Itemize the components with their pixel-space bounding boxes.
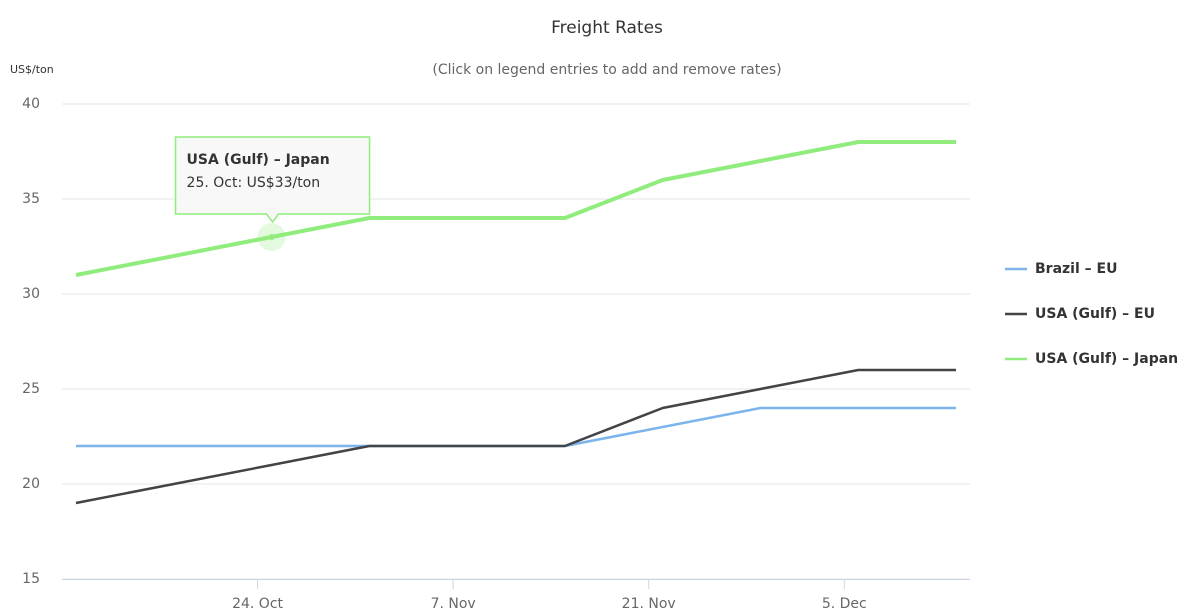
y-tick-label: 30 (22, 286, 40, 302)
x-tick-label: 21. Nov (622, 596, 676, 612)
line-series (75, 140, 957, 277)
x-tick-label: 5. Dec (822, 596, 867, 612)
y-tick-label: 20 (22, 476, 40, 492)
x-tick-label: 24. Oct (232, 596, 283, 612)
tooltip-title: USA (Gulf) – Japan (187, 152, 330, 168)
legend-label: USA (Gulf) – EU (1035, 306, 1155, 322)
y-axis-title: US$/ton (10, 63, 54, 76)
tooltip-box (174, 136, 371, 224)
y-tick-label: 35 (22, 191, 40, 207)
y-tick-label: 40 (22, 96, 40, 112)
chart-subtitle: (Click on legend entries to add and remo… (432, 62, 781, 78)
tooltip-text: 25. Oct: US$33/ton (187, 175, 321, 191)
line-series (75, 368, 957, 505)
y-tick-label: 25 (22, 381, 40, 397)
chart-title: Freight Rates (551, 18, 663, 38)
y-tick-label: 15 (22, 571, 40, 587)
legend-label: Brazil – EU (1035, 261, 1117, 277)
hover-point (268, 234, 275, 240)
x-tick-label: 7. Nov (431, 596, 476, 612)
line-series (75, 406, 957, 448)
legend-label: USA (Gulf) – Japan (1035, 351, 1178, 367)
